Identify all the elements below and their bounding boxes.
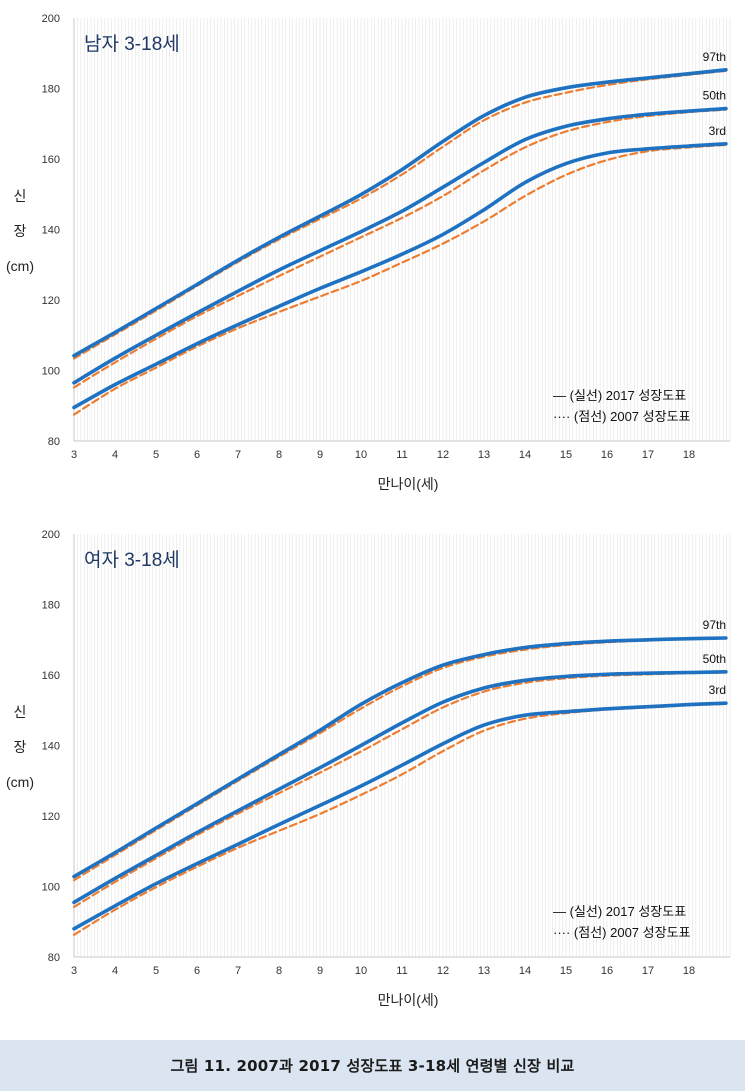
y-tick-label: 80 (48, 436, 60, 448)
y-tick-label: 200 (42, 529, 60, 541)
x-tick-label: 9 (317, 449, 323, 461)
x-tick-label: 18 (683, 965, 695, 977)
series-line-97th-2007 (72, 69, 727, 360)
x-tick-label: 3 (71, 449, 77, 461)
y-axis-label: 신 (14, 704, 27, 720)
y-axis-label: 장 (14, 739, 27, 755)
female-height-chart: 80 100 120 140 160 180 200 3 4 5 6 7 8 9 10 11 12 13 14 15 1… (6, 529, 731, 1008)
x-tick-label: 4 (112, 449, 118, 461)
x-axis-label: 만나이(세) (378, 992, 439, 1008)
x-tick-label: 14 (519, 965, 531, 977)
series-line-50th (72, 670, 728, 905)
x-tick-label: 6 (194, 449, 200, 461)
x-tick-label: 15 (560, 965, 572, 977)
y-tick-label: 100 (42, 882, 60, 894)
y-tick-label: 120 (42, 295, 60, 307)
y-axis-label: 장 (14, 223, 27, 239)
series-line-3rd-2007 (72, 143, 727, 416)
series-line-97th (72, 636, 728, 879)
x-tick-label: 3 (71, 965, 77, 977)
x-tick-label: 16 (601, 965, 613, 977)
y-tick-label: 140 (42, 225, 60, 237)
male-height-chart: 80 100 120 140 160 180 200 3 4 5 6 7 8 9 10 11 12 13 14 15 1… (6, 13, 731, 492)
percentile-label-97th: 97th (703, 50, 726, 64)
y-axis-label: (cm) (6, 258, 34, 274)
percentile-label-3rd: 3rd (709, 683, 726, 697)
y-tick-label: 160 (42, 670, 60, 682)
percentile-label-50th: 50th (703, 652, 726, 666)
figure-caption-bar: 그림 11. 2007과 2017 성장도표 3-18세 연령별 신장 비교 (0, 1040, 745, 1091)
legend-2017: — (실선) 2017 성장도표 (553, 388, 686, 403)
y-tick-label: 100 (42, 366, 60, 378)
y-tick-label: 180 (42, 84, 60, 96)
x-tick-label: 5 (153, 965, 159, 977)
x-tick-label: 8 (276, 449, 282, 461)
y-axis-label: 신 (14, 188, 27, 204)
y-tick-label: 120 (42, 811, 60, 823)
y-tick-label: 180 (42, 600, 60, 612)
y-tick-label: 200 (42, 13, 60, 25)
x-tick-label: 13 (478, 449, 490, 461)
legend-2017: — (실선) 2017 성장도표 (553, 904, 686, 919)
x-tick-label: 12 (437, 965, 449, 977)
x-tick-label: 5 (153, 449, 159, 461)
chart-title: 여자 3-18세 (84, 549, 180, 571)
x-tick-label: 7 (235, 449, 241, 461)
x-tick-label: 17 (642, 965, 654, 977)
series-line-50th (72, 106, 728, 385)
percentile-label-97th: 97th (703, 618, 726, 632)
series-line-3rd (72, 142, 728, 410)
x-tick-label: 10 (355, 965, 367, 977)
figure-caption: 그림 11. 2007과 2017 성장도표 3-18세 연령별 신장 비교 (170, 1057, 575, 1075)
legend-2007: ···· (점선) 2007 성장도표 (553, 409, 691, 424)
percentile-label-50th: 50th (703, 89, 726, 103)
x-axis-label: 만나이(세) (378, 476, 439, 492)
x-tick-label: 10 (355, 449, 367, 461)
percentile-label-3rd: 3rd (709, 124, 726, 138)
legend-2007: ···· (점선) 2007 성장도표 (553, 925, 691, 940)
x-tick-label: 12 (437, 449, 449, 461)
y-tick-label: 160 (42, 154, 60, 166)
x-tick-label: 18 (683, 449, 695, 461)
y-tick-label: 140 (42, 741, 60, 753)
x-tick-label: 11 (396, 965, 407, 977)
x-tick-label: 9 (317, 965, 323, 977)
x-tick-label: 16 (601, 449, 613, 461)
x-tick-label: 15 (560, 449, 572, 461)
x-tick-label: 4 (112, 965, 118, 977)
x-tick-label: 17 (642, 449, 654, 461)
series-line-3rd (72, 701, 728, 931)
x-tick-label: 13 (478, 965, 490, 977)
x-tick-label: 11 (396, 449, 407, 461)
x-tick-label: 14 (519, 449, 531, 461)
series-line-50th-2007 (72, 108, 727, 389)
chart-title: 남자 3-18세 (84, 33, 180, 55)
y-axis-label: (cm) (6, 774, 34, 790)
y-tick-label: 80 (48, 952, 60, 964)
x-tick-label: 7 (235, 965, 241, 977)
x-tick-label: 8 (276, 965, 282, 977)
series-line-97th (72, 68, 728, 358)
x-tick-label: 6 (194, 965, 200, 977)
